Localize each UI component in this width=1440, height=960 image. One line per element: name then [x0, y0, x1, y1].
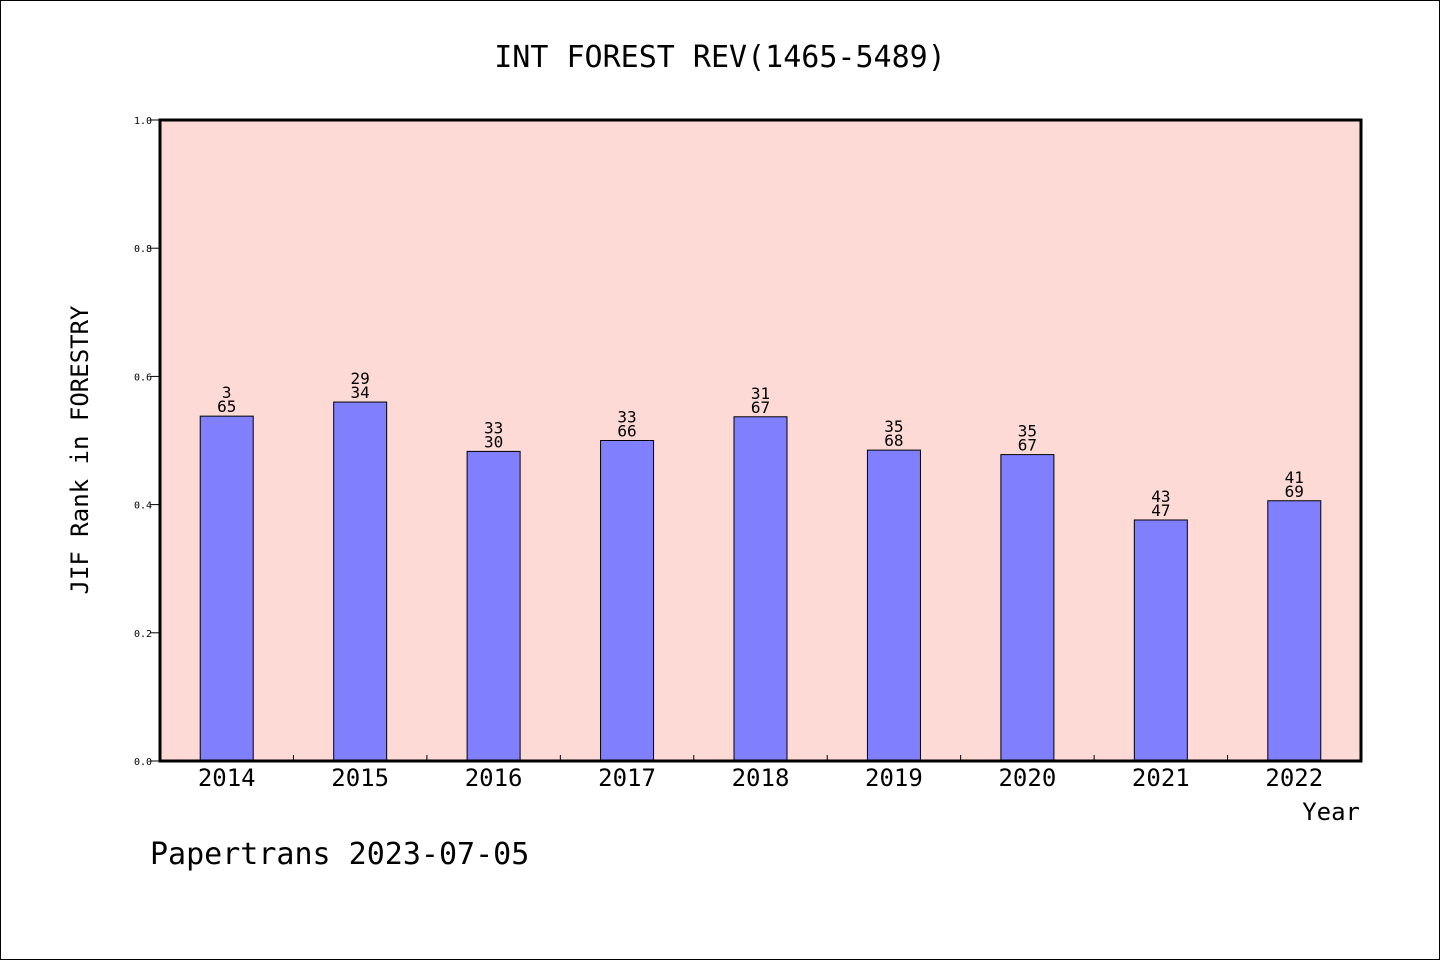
- bar-2014: [199, 415, 254, 762]
- y-tick-label-0.0: 0.0: [134, 757, 152, 768]
- x-axis-label: Year: [1302, 798, 1360, 826]
- data-label-bottom-2022: 69: [1285, 482, 1304, 501]
- y-axis-label: JIF Rank in FORESTRY: [66, 305, 94, 595]
- data-label-bottom-2017: 66: [617, 422, 636, 441]
- data-label-top-2018: 31: [751, 384, 770, 403]
- y-tick-label-0.2: 0.2: [134, 629, 152, 640]
- y-tick-label-1.0: 1.0: [134, 116, 152, 127]
- bar-2018: [733, 416, 788, 762]
- x-tick-label-2014: 2014: [198, 764, 256, 792]
- data-label-top-2015: 29: [351, 369, 370, 388]
- data-label-top-2022: 41: [1285, 468, 1304, 487]
- data-label-bottom-2015: 34: [351, 383, 370, 402]
- data-label-top-2016: 33: [484, 418, 503, 437]
- x-ticks-group: 2014 2015 2016 2017 2018 2019 2020 2021 2022: [198, 755, 1323, 792]
- data-label-top-2019: 35: [884, 417, 903, 436]
- bar-2017: [600, 440, 655, 762]
- bar-2021: [1133, 519, 1188, 762]
- bar-2020: [1000, 454, 1055, 762]
- x-tick-label-2021: 2021: [1132, 764, 1190, 792]
- x-tick-label-2015: 2015: [331, 764, 389, 792]
- footer-text: Papertrans 2023-07-05: [150, 837, 529, 872]
- chart-title: INT FOREST REV(1465-5489): [494, 40, 946, 75]
- data-label-bottom-2014: 65: [217, 397, 236, 416]
- y-tick-label-0.4: 0.4: [134, 501, 152, 512]
- bar-2022: [1267, 500, 1322, 762]
- data-label-top-2021: 43: [1151, 487, 1170, 506]
- bar-2015: [333, 401, 388, 762]
- x-tick-label-2018: 2018: [732, 764, 790, 792]
- y-ticks-group: 0.0 0.2 0.4 0.6 0.8 1.0: [134, 116, 160, 768]
- data-label-bottom-2018: 67: [751, 398, 770, 417]
- plot-border: [158, 118, 1363, 763]
- data-label-bottom-2016: 30: [484, 432, 503, 451]
- data-label-top-2014: 3: [222, 383, 232, 402]
- y-tick-label-0.6: 0.6: [134, 372, 152, 383]
- y-tick-label-0.8: 0.8: [134, 244, 152, 255]
- data-label-bottom-2019: 68: [884, 431, 903, 450]
- data-label-top-2020: 35: [1018, 422, 1037, 441]
- data-label-top-2017: 33: [617, 408, 636, 427]
- data-label-bottom-2020: 67: [1018, 436, 1037, 455]
- data-label-bottom-2021: 47: [1151, 501, 1170, 520]
- x-tick-label-2016: 2016: [465, 764, 523, 792]
- x-tick-label-2017: 2017: [598, 764, 656, 792]
- bar-2016: [466, 450, 521, 762]
- x-tick-label-2022: 2022: [1265, 764, 1323, 792]
- x-tick-label-2020: 2020: [998, 764, 1056, 792]
- bar-2019: [866, 449, 921, 762]
- bars-group: [199, 401, 1322, 762]
- x-tick-label-2019: 2019: [865, 764, 923, 792]
